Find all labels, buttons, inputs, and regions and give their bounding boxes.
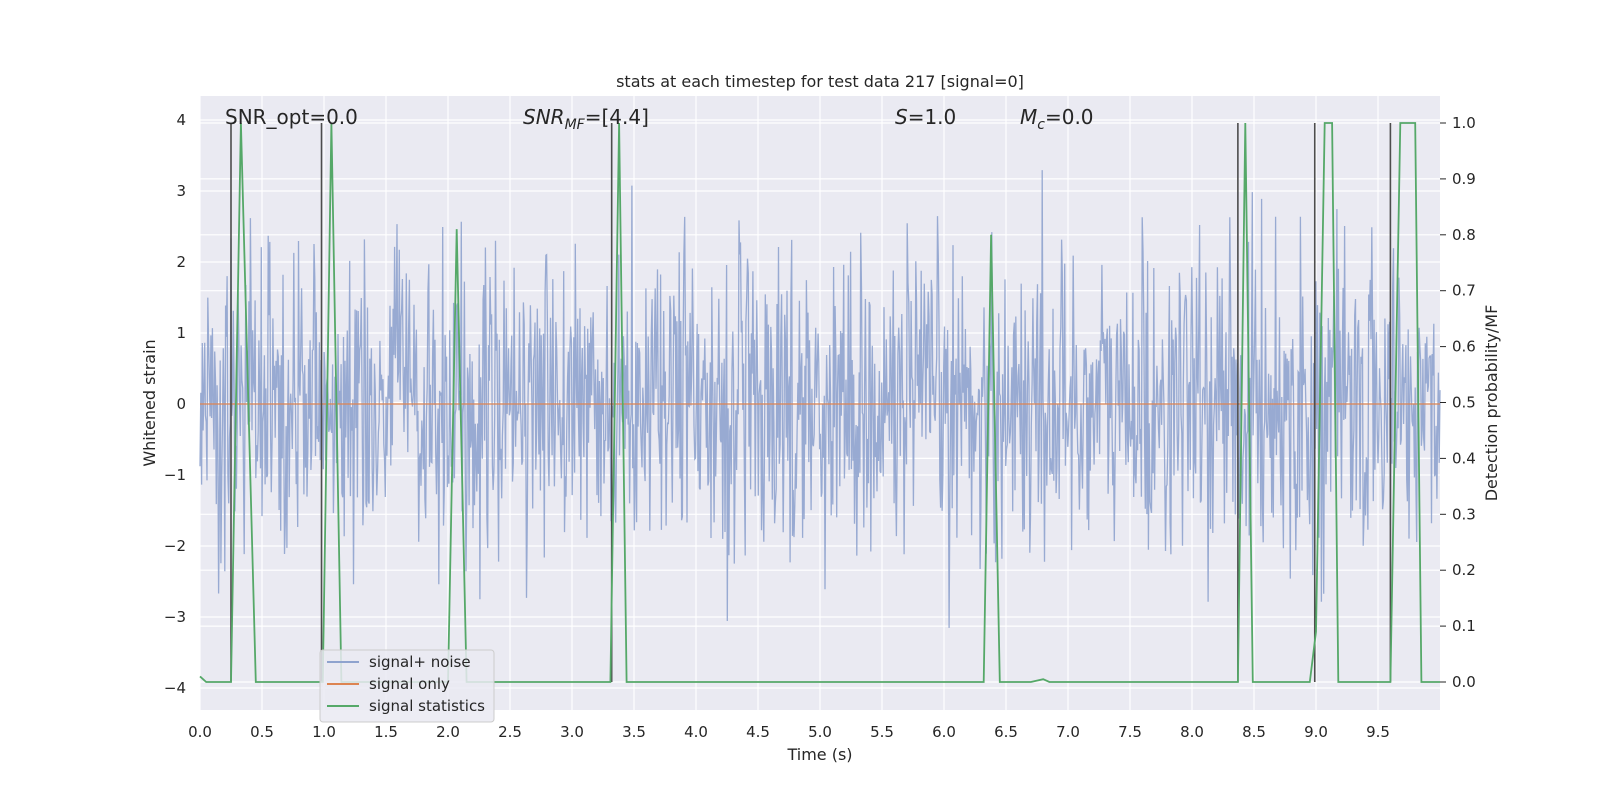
legend-label-signal-statistics: signal statistics [369,697,485,715]
series-signal-noise [199,170,1441,628]
y2-tick-label: 0.7 [1452,282,1476,300]
x-tick-label: 2.5 [498,723,522,741]
y-tick-label: −4 [164,679,186,697]
x-tick-label: 5.5 [870,723,894,741]
y-tick-label: −1 [164,466,186,484]
x-tick-label: 6.5 [994,723,1018,741]
y-tick-label: 4 [176,111,186,129]
x-tick-label: 8.0 [1180,723,1204,741]
y2-tick-label: 0.5 [1452,394,1476,412]
y2-tick-label: 1.0 [1452,114,1476,132]
y-tick-label: 3 [176,182,186,200]
x-tick-label: 4.0 [684,723,708,741]
x-tick-label: 0.0 [188,723,212,741]
signal-statistics-line [199,122,1440,683]
y2-axis-label: Detection probability/MF [1482,305,1501,502]
y-axis-ticks: 4 3 2 1 0 −1 −2 −3 −4 [164,111,186,697]
y2-tick-label: 0.0 [1452,673,1476,691]
annotation-snr-mf: SNRMF=[4.4] [523,105,649,133]
chart-title: stats at each timestep for test data 217… [616,72,1024,91]
x-tick-label: 1.0 [312,723,336,741]
series-signal-statistics [199,122,1440,683]
y2-tick-label: 0.3 [1452,505,1476,523]
signal-noise-line [199,170,1441,628]
y-tick-label: 0 [176,395,186,413]
annotation-snr-opt: SNR_opt=0.0 [225,105,358,129]
y2-tick-label: 0.9 [1452,170,1476,188]
legend-box [319,649,495,723]
x-tick-label: 2.0 [436,723,460,741]
legend-label-signal-noise: signal+ noise [369,653,471,671]
x-axis-ticks: 0.0 0.5 1.0 1.5 2.0 2.5 3.0 3.5 4.0 4.5 5.0 5.5 6.0 6… [188,723,1390,741]
x-tick-label: 1.5 [374,723,398,741]
x-tick-label: 9.0 [1304,723,1328,741]
x-tick-label: 5.0 [808,723,832,741]
y-axis-label: Whitened strain [140,339,159,466]
y2-tick-label: 0.1 [1452,617,1476,635]
x-tick-label: 3.0 [560,723,584,741]
y-tick-label: 1 [176,324,186,342]
annotation-s: S=1.0 [895,105,956,129]
y2-tick-label: 0.8 [1452,226,1476,244]
x-tick-label: 7.0 [1056,723,1080,741]
x-tick-label: 9.5 [1366,723,1390,741]
x-tick-label: 7.5 [1118,723,1142,741]
legend: signal+ noise signal only signal statist… [319,649,495,723]
annotation-mc: Mc=0.0 [1020,105,1094,133]
x-axis-label: Time (s) [786,745,852,764]
y2-tick-label: 0.6 [1452,338,1476,356]
legend-label-signal-only: signal only [369,675,450,693]
x-tick-label: 0.5 [250,723,274,741]
x-tick-label: 6.0 [932,723,956,741]
x-tick-label: 8.5 [1242,723,1266,741]
x-tick-label: 3.5 [622,723,646,741]
y-tick-label: −3 [164,608,186,626]
x-tick-label: 4.5 [746,723,770,741]
y2-tick-label: 0.2 [1452,561,1476,579]
y-tick-label: 2 [176,253,186,271]
y2-tick-label: 0.4 [1452,449,1476,467]
y-tick-label: −2 [164,537,186,555]
y2-axis-ticks: 1.0 0.9 0.8 0.7 0.6 0.5 0.4 0.3 0.2 0.1 0.0 [1440,114,1476,691]
